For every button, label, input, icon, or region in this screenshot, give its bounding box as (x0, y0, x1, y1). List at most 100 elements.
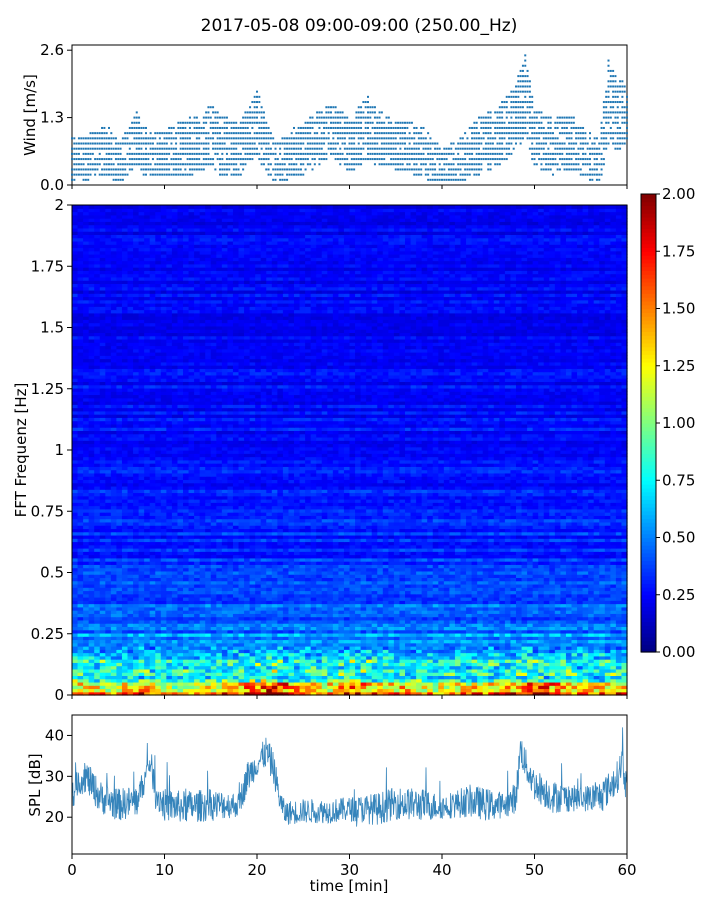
wind-data-point (328, 106, 330, 108)
wind-data-point (201, 127, 203, 129)
wind-data-point (147, 137, 149, 139)
wind-data-point (374, 163, 376, 165)
wind-data-point (582, 148, 584, 150)
wind-data-point (626, 137, 628, 139)
wind-data-point (330, 148, 332, 150)
wind-data-point (626, 106, 628, 108)
wind-data-point (110, 163, 112, 165)
wind-data-point (318, 122, 320, 124)
wind-data-point (96, 148, 98, 150)
wind-data-point (487, 117, 489, 119)
wind-data-point (307, 137, 309, 139)
wind-data-point (210, 163, 212, 165)
wind-data-point (337, 153, 339, 155)
wind-data-point (298, 153, 300, 155)
wind-data-point (122, 174, 124, 176)
wind-data-point (175, 168, 177, 170)
wind-data-point (103, 174, 105, 176)
wind-data-point (626, 117, 628, 119)
wind-data-point (127, 132, 129, 134)
wind-data-point (263, 143, 265, 145)
wind-data-point (339, 122, 341, 124)
wind-data-point (584, 132, 586, 134)
wind-data-point (177, 163, 179, 165)
wind-data-point (376, 153, 378, 155)
wind-data-point (184, 122, 186, 124)
wind-data-point (318, 163, 320, 165)
wind-data-point (536, 143, 538, 145)
wind-data-point (164, 148, 166, 150)
wind-data-point (372, 122, 374, 124)
wind-data-point (473, 143, 475, 145)
wind-data-point (404, 168, 406, 170)
wind-data-point (219, 137, 221, 139)
wind-data-point (240, 132, 242, 134)
wind-data-point (358, 122, 360, 124)
wind-data-point (497, 117, 499, 119)
wind-data-point (244, 143, 246, 145)
wind-data-point (152, 137, 154, 139)
wind-data-point (552, 137, 554, 139)
wind-data-point (233, 153, 235, 155)
wind-data-point (494, 132, 496, 134)
wind-data-point (487, 158, 489, 160)
wind-data-point (605, 101, 607, 103)
wind-data-point (379, 137, 381, 139)
wind-data-point (106, 137, 108, 139)
wind-data-point (552, 132, 554, 134)
wind-data-point (99, 137, 101, 139)
wind-data-point (522, 80, 524, 82)
wind-data-point (351, 143, 353, 145)
wind-data-point (219, 143, 221, 145)
wind-data-point (85, 174, 87, 176)
wind-data-point (383, 148, 385, 150)
wind-data-point (418, 174, 420, 176)
wind-data-point (233, 158, 235, 160)
wind-data-point (506, 132, 508, 134)
wind-data-point (594, 153, 596, 155)
wind-data-point (87, 174, 89, 176)
wind-data-point (281, 137, 283, 139)
wind-data-point (577, 168, 579, 170)
wind-data-point (547, 163, 549, 165)
wind-data-point (309, 163, 311, 165)
wind-data-point (254, 132, 256, 134)
wind-data-point (168, 163, 170, 165)
wind-data-point (249, 148, 251, 150)
wind-data-point (367, 96, 369, 98)
wind-data-point (591, 168, 593, 170)
wind-data-point (420, 143, 422, 145)
wind-data-point (522, 101, 524, 103)
wind-data-point (325, 158, 327, 160)
wind-data-point (316, 143, 318, 145)
wind-data-point (207, 143, 209, 145)
wind-data-point (277, 174, 279, 176)
wind-data-point (131, 163, 133, 165)
wind-data-point (277, 163, 279, 165)
wind-data-point (335, 132, 337, 134)
wind-data-point (367, 101, 369, 103)
wind-data-point (584, 174, 586, 176)
wind-data-point (219, 158, 221, 160)
wind-data-point (582, 143, 584, 145)
wind-data-point (244, 153, 246, 155)
wind-data-point (300, 163, 302, 165)
wind-data-point (342, 158, 344, 160)
wind-data-point (402, 137, 404, 139)
wind-data-point (469, 148, 471, 150)
wind-data-point (90, 158, 92, 160)
wind-data-point (194, 163, 196, 165)
wind-data-point (110, 132, 112, 134)
wind-data-point (473, 127, 475, 129)
wind-data-point (561, 122, 563, 124)
wind-data-point (295, 143, 297, 145)
wind-data-point (339, 153, 341, 155)
wind-data-point (510, 106, 512, 108)
wind-data-point (499, 127, 501, 129)
wind-data-point (485, 132, 487, 134)
wind-data-point (90, 148, 92, 150)
wind-data-point (531, 153, 533, 155)
wind-data-point (517, 80, 519, 82)
wind-data-point (416, 174, 418, 176)
wind-data-point (545, 117, 547, 119)
